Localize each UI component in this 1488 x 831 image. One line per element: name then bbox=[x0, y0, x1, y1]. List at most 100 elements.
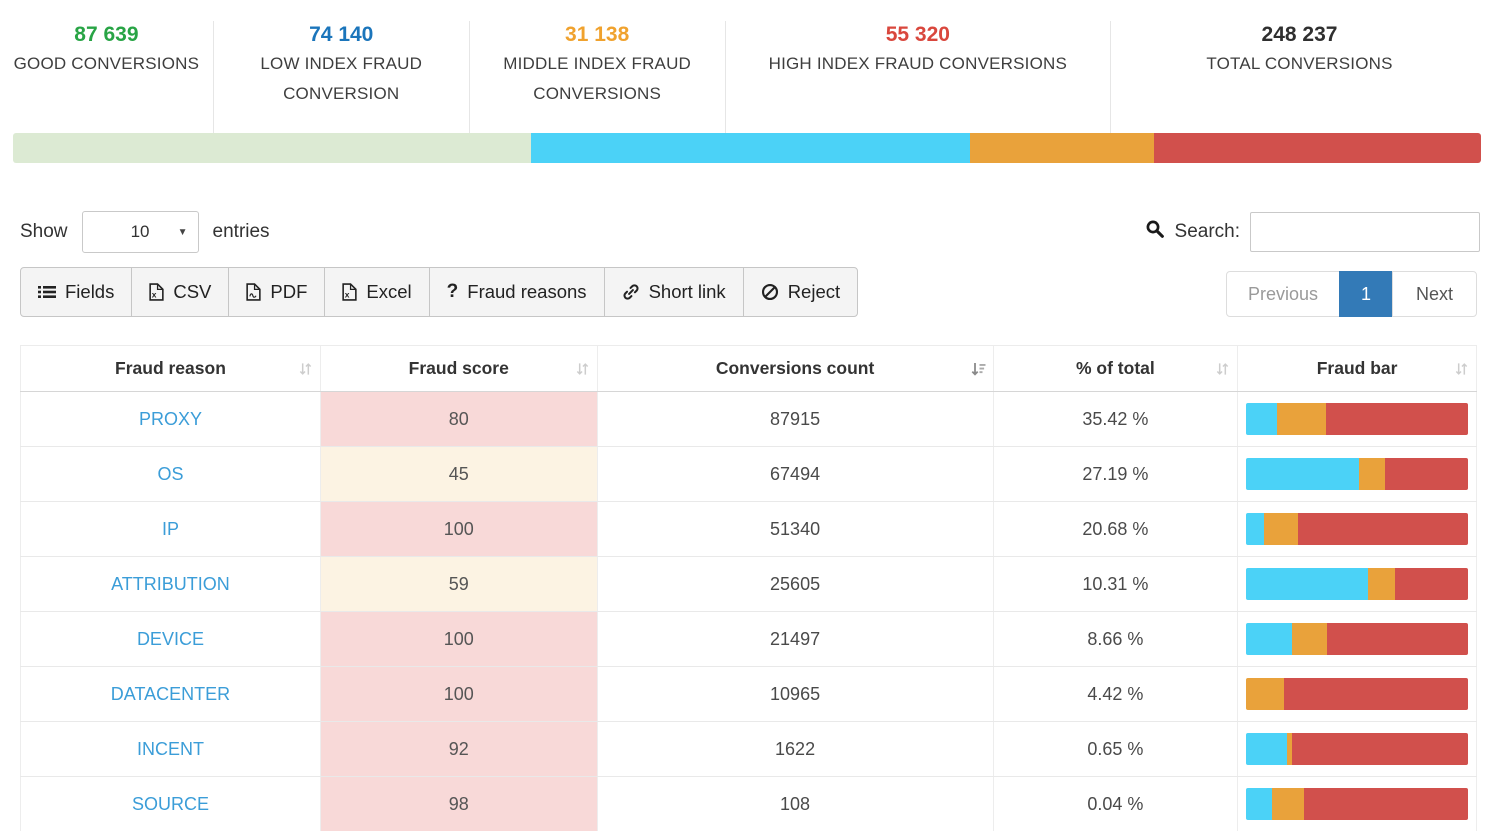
sort-desc-icon bbox=[970, 361, 986, 377]
fraud-bar-segment bbox=[1291, 733, 1468, 765]
fraud-bar-segment bbox=[1394, 568, 1468, 600]
fraud-bar-segment bbox=[1359, 458, 1385, 490]
button-label: Reject bbox=[787, 281, 841, 302]
stat-label: HIGH INDEX FRAUD CONVERSIONS bbox=[768, 54, 1068, 74]
fraud-bar bbox=[1246, 513, 1468, 545]
fraud-reasons-button[interactable]: ? Fraud reasons bbox=[428, 267, 605, 317]
next-page-button[interactable]: Next bbox=[1391, 271, 1477, 317]
fraud-reason-link[interactable]: SOURCE bbox=[131, 793, 209, 814]
fraud-reason-cell: DEVICE bbox=[20, 611, 321, 667]
fraud-reason-link[interactable]: OS bbox=[157, 463, 184, 484]
fraud-bar bbox=[1246, 403, 1468, 435]
percent-of-total-cell: 27.19 % bbox=[992, 446, 1238, 502]
fraud-bar-segment bbox=[1327, 623, 1468, 655]
fraud-bar-segment bbox=[1286, 733, 1292, 765]
percent-of-total-cell: 20.68 % bbox=[992, 501, 1238, 557]
toolbar-row: Fields x CSV PDF x Excel? Fraud reasons Short l… bbox=[20, 267, 1477, 317]
list-icon bbox=[38, 284, 56, 300]
percent-of-total-cell: 0.04 % bbox=[992, 776, 1238, 831]
search-input[interactable] bbox=[1250, 212, 1480, 252]
table-row: DEVICE 100 21497 8.66 % bbox=[20, 611, 1477, 667]
stat-value: 55 320 bbox=[885, 23, 950, 46]
pdf-button[interactable]: PDF bbox=[228, 267, 326, 317]
fraud-bar-segment bbox=[1277, 403, 1327, 435]
stat-total: 248 237 TOTAL CONVERSIONS bbox=[1110, 21, 1488, 133]
fields-button[interactable]: Fields bbox=[20, 267, 133, 317]
table-row: ATTRIBUTION 59 25605 10.31 % bbox=[20, 556, 1477, 612]
stat-value: 87 639 bbox=[74, 23, 139, 46]
fraud-bar-cell bbox=[1237, 446, 1477, 502]
fraud-bar-segment bbox=[1246, 513, 1264, 545]
stat-middle-index: 31 138 MIDDLE INDEX FRAUD CONVERSIONS bbox=[468, 21, 725, 133]
fraud-reason-link[interactable]: ATTRIBUTION bbox=[111, 573, 230, 594]
fraud-bar-cell bbox=[1237, 666, 1477, 722]
fraud-bar-segment bbox=[1271, 788, 1304, 820]
reject-button[interactable]: Reject bbox=[742, 267, 859, 317]
conversions-count-cell: 25605 bbox=[596, 556, 994, 612]
stat-value: 248 237 bbox=[1261, 23, 1338, 46]
table-row: IP 100 51340 20.68 % bbox=[20, 501, 1477, 557]
short-link-button[interactable]: Short link bbox=[603, 267, 744, 317]
button-label: Short link bbox=[648, 281, 726, 302]
stat-value: 31 138 bbox=[565, 23, 630, 46]
fraud-reason-link[interactable]: IP bbox=[161, 518, 179, 539]
fraud-score-cell: 59 bbox=[319, 556, 598, 612]
fraud-bar bbox=[1246, 458, 1468, 490]
fraud-bar-segment bbox=[1368, 568, 1395, 600]
fraud-score-cell: 98 bbox=[319, 776, 598, 831]
button-label: Fraud reasons bbox=[467, 281, 587, 302]
fraud-reason-cell: INCENT bbox=[20, 721, 321, 777]
stat-label: TOTAL CONVERSIONS bbox=[1206, 54, 1393, 74]
pagination: Previous 1 Next bbox=[1225, 271, 1477, 317]
select-caret-icon: ▼ bbox=[177, 226, 188, 238]
middle-index-fraud-conversions-segment bbox=[969, 133, 1154, 163]
table-row: PROXY 80 87915 35.42 % bbox=[20, 391, 1477, 447]
stat-label: LOW INDEX FRAUD CONVERSION bbox=[260, 54, 423, 104]
good-conversions-segment bbox=[13, 133, 532, 163]
fraud-bar-segment bbox=[1384, 458, 1468, 490]
fraud-score-cell: 100 bbox=[319, 666, 598, 722]
search-icon bbox=[1145, 219, 1165, 245]
fraud-reason-cell: ATTRIBUTION bbox=[20, 556, 321, 612]
fraud-reason-link[interactable]: PROXY bbox=[138, 408, 202, 429]
page-length-select[interactable]: 10 ▼ bbox=[81, 211, 199, 253]
table-row: SOURCE 98 108 0.04 % bbox=[20, 776, 1477, 831]
fraud-reasons-table: Fraud reason Fraud score Conversions count… bbox=[20, 345, 1477, 831]
conversions-summary-bar bbox=[13, 133, 1481, 163]
previous-page-button[interactable]: Previous bbox=[1225, 271, 1340, 317]
csv-button[interactable]: x CSV bbox=[131, 267, 230, 317]
fraud-bar-segment bbox=[1246, 623, 1292, 655]
percent-of-total-cell: 8.66 % bbox=[992, 611, 1238, 667]
fraud-score-cell: 100 bbox=[319, 501, 598, 557]
stat-label: MIDDLE INDEX FRAUD CONVERSIONS bbox=[503, 54, 692, 104]
low-index-fraud-conversions-segment bbox=[531, 133, 970, 163]
column-header-fraud-reason[interactable]: Fraud reason bbox=[20, 345, 321, 392]
column-header-fraud-bar[interactable]: Fraud bar bbox=[1237, 345, 1477, 392]
stat-high-index: 55 320 HIGH INDEX FRAUD CONVERSIONS bbox=[724, 21, 1110, 133]
fraud-bar bbox=[1246, 678, 1468, 710]
fraud-bar-segment bbox=[1246, 568, 1369, 600]
column-header-of-total[interactable]: % of total bbox=[992, 345, 1238, 392]
fraud-bar-segment bbox=[1283, 678, 1468, 710]
fraud-bar-segment bbox=[1246, 733, 1287, 765]
table-header-row: Fraud reason Fraud score Conversions count… bbox=[20, 345, 1477, 392]
question-icon: ? bbox=[446, 281, 459, 302]
sort-both-icon bbox=[1215, 361, 1230, 376]
stat-good: 87 639 GOOD CONVERSIONS bbox=[0, 21, 213, 133]
percent-of-total-cell: 0.65 % bbox=[992, 721, 1238, 777]
fraud-bar-cell bbox=[1237, 611, 1477, 667]
column-header-conversions-count[interactable]: Conversions count bbox=[596, 345, 994, 392]
fraud-reason-link[interactable]: DEVICE bbox=[136, 628, 204, 649]
fraud-score-cell: 80 bbox=[319, 391, 598, 447]
excel-button[interactable]: x Excel bbox=[324, 267, 430, 317]
column-header-fraud-score[interactable]: Fraud score bbox=[319, 345, 598, 392]
page-1-button[interactable]: 1 bbox=[1338, 271, 1393, 317]
fraud-reason-cell: PROXY bbox=[20, 391, 321, 447]
column-label: Fraud reason bbox=[115, 358, 226, 378]
table-row: INCENT 92 1622 0.65 % bbox=[20, 721, 1477, 777]
conversions-count-cell: 1622 bbox=[596, 721, 994, 777]
fraud-reason-link[interactable]: INCENT bbox=[136, 738, 204, 759]
fraud-bar bbox=[1246, 788, 1468, 820]
fraud-reason-link[interactable]: DATACENTER bbox=[110, 683, 231, 704]
